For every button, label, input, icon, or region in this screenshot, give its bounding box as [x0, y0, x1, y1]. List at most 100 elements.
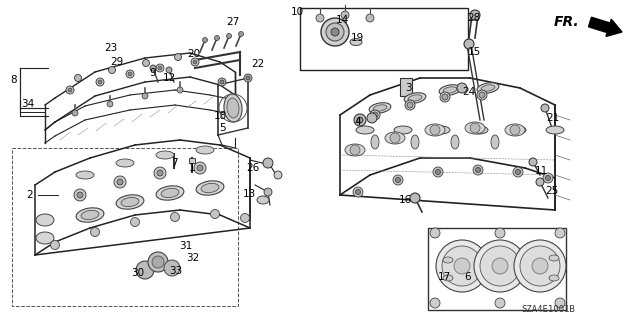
Circle shape [331, 28, 339, 36]
Text: 6: 6 [465, 272, 471, 282]
Text: 19: 19 [350, 33, 364, 43]
Text: 10: 10 [291, 7, 303, 17]
Circle shape [77, 192, 83, 198]
Circle shape [430, 125, 440, 135]
Bar [12, 148, 238, 306]
Ellipse shape [156, 186, 184, 200]
Text: 1: 1 [189, 163, 195, 173]
Ellipse shape [116, 159, 134, 167]
Ellipse shape [373, 105, 387, 111]
Circle shape [440, 92, 450, 102]
Ellipse shape [411, 135, 419, 149]
Circle shape [109, 66, 115, 73]
Ellipse shape [505, 124, 525, 136]
Ellipse shape [443, 87, 457, 93]
Circle shape [454, 258, 470, 274]
Text: 17: 17 [437, 272, 451, 282]
Circle shape [470, 10, 480, 20]
Ellipse shape [465, 122, 485, 134]
Circle shape [326, 23, 344, 41]
Circle shape [211, 210, 220, 219]
Ellipse shape [508, 126, 526, 134]
Text: 11: 11 [534, 166, 548, 176]
Circle shape [457, 83, 467, 93]
Ellipse shape [201, 183, 219, 193]
Circle shape [166, 67, 172, 73]
Ellipse shape [81, 210, 99, 219]
Ellipse shape [408, 95, 422, 101]
Text: 30: 30 [131, 268, 145, 278]
Circle shape [480, 246, 520, 286]
Circle shape [515, 169, 520, 174]
Text: 18: 18 [213, 111, 227, 121]
Ellipse shape [394, 126, 412, 134]
Text: 16: 16 [398, 195, 412, 205]
Circle shape [529, 158, 537, 166]
Circle shape [227, 33, 232, 39]
Circle shape [476, 167, 481, 173]
Text: 20: 20 [188, 49, 200, 59]
Circle shape [136, 261, 154, 279]
Circle shape [536, 178, 544, 186]
Bar [300, 8, 468, 70]
Text: 2: 2 [27, 190, 33, 200]
Ellipse shape [356, 126, 374, 134]
Circle shape [410, 193, 420, 203]
Ellipse shape [477, 83, 499, 93]
Circle shape [202, 38, 207, 42]
Circle shape [177, 87, 183, 93]
Ellipse shape [350, 39, 362, 46]
Circle shape [370, 110, 380, 120]
Circle shape [555, 298, 565, 308]
Ellipse shape [371, 135, 379, 149]
Circle shape [156, 64, 164, 72]
Text: 28: 28 [467, 13, 481, 23]
Text: 4: 4 [355, 117, 362, 127]
Circle shape [96, 78, 104, 86]
Text: 26: 26 [246, 163, 260, 173]
Circle shape [264, 188, 272, 196]
Text: 25: 25 [545, 186, 559, 196]
Circle shape [263, 158, 273, 168]
Circle shape [98, 80, 102, 84]
Text: 7: 7 [171, 158, 177, 168]
Circle shape [350, 145, 360, 155]
Circle shape [74, 75, 81, 81]
Circle shape [321, 18, 349, 46]
Circle shape [128, 72, 132, 76]
Ellipse shape [36, 232, 54, 244]
Circle shape [357, 117, 363, 123]
Text: 33: 33 [170, 266, 182, 276]
Text: 8: 8 [11, 75, 17, 85]
Ellipse shape [369, 103, 391, 113]
Circle shape [407, 102, 413, 108]
Circle shape [477, 90, 487, 100]
Text: 34: 34 [21, 99, 35, 109]
Circle shape [142, 93, 148, 99]
Circle shape [51, 241, 60, 249]
Circle shape [495, 228, 505, 238]
Ellipse shape [224, 94, 242, 122]
Circle shape [372, 112, 378, 118]
Circle shape [131, 218, 140, 226]
Circle shape [430, 228, 440, 238]
Ellipse shape [425, 124, 445, 136]
Circle shape [170, 212, 179, 221]
Circle shape [436, 240, 488, 292]
Circle shape [114, 176, 126, 188]
Ellipse shape [161, 189, 179, 198]
Circle shape [148, 252, 168, 272]
Circle shape [150, 65, 156, 71]
Text: 27: 27 [227, 17, 239, 27]
Bar [400, 78, 412, 96]
Ellipse shape [116, 195, 144, 209]
Ellipse shape [432, 126, 450, 134]
Circle shape [532, 258, 548, 274]
Circle shape [74, 189, 86, 201]
Circle shape [191, 58, 199, 66]
Circle shape [214, 35, 220, 41]
Circle shape [390, 133, 400, 143]
Circle shape [341, 11, 349, 19]
Text: 23: 23 [104, 43, 118, 53]
Text: 5: 5 [219, 123, 225, 133]
